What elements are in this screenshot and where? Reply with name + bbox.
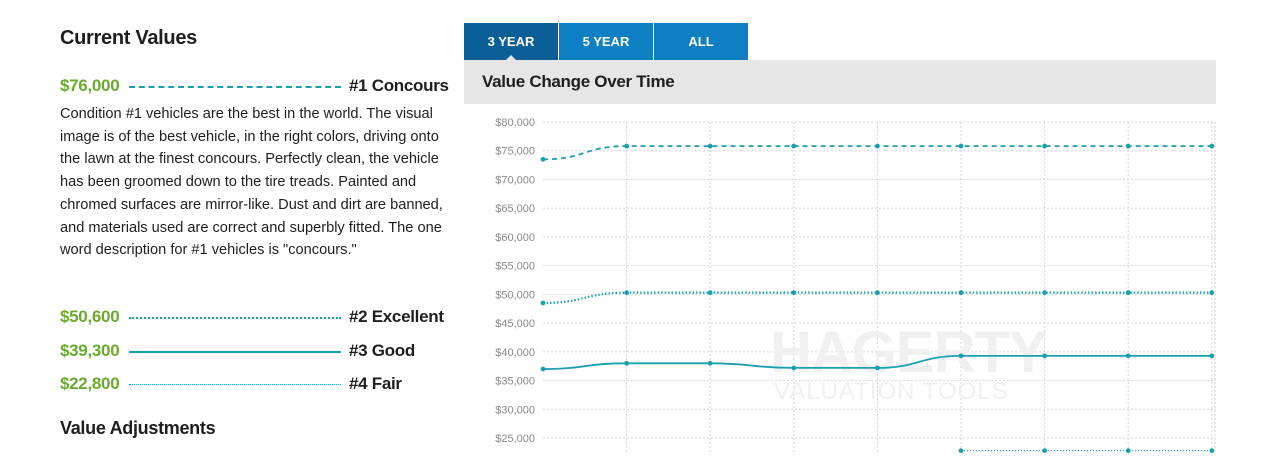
condition-description: Condition #1 vehicles are the best in th… (60, 106, 443, 259)
data-point[interactable] (875, 365, 880, 371)
condition-row-concours: $76,000 #1 Concours (60, 76, 450, 98)
data-point[interactable] (624, 360, 629, 366)
condition-row-excellent: $50,600 #2 Excellent (60, 307, 450, 329)
data-point[interactable] (791, 290, 797, 296)
legend-line-dashed (129, 86, 341, 88)
condition-label: #2 Excellent (349, 307, 444, 326)
data-point[interactable] (707, 290, 713, 296)
y-tick-label: $55,000 (495, 261, 535, 273)
tab-5-year[interactable]: 5 YEAR (559, 23, 653, 60)
data-point[interactable] (707, 143, 713, 149)
y-tick-label: $65,000 (495, 203, 535, 215)
condition-price: $39,300 (60, 341, 120, 360)
chart-header: Value Change Over Time (464, 60, 1216, 104)
series-line (542, 291, 1212, 305)
data-point[interactable] (1209, 290, 1215, 296)
chart-title: Value Change Over Time (482, 72, 675, 91)
data-point[interactable] (1042, 353, 1047, 359)
y-tick-label: $40,000 (495, 347, 535, 359)
data-point[interactable] (1042, 290, 1047, 296)
y-tick-label: $80,000 (495, 117, 535, 129)
watermark: HAGERTY VALUATION TOOLS (770, 320, 1048, 405)
y-tick-label: $45,000 (495, 318, 535, 330)
data-point[interactable] (791, 365, 797, 371)
data-point[interactable] (791, 143, 797, 149)
time-range-tabs: 3 YEAR 5 YEAR ALL (464, 23, 749, 61)
y-tick-label: $75,000 (495, 146, 535, 158)
data-point[interactable] (958, 290, 964, 296)
condition-label: #4 Fair (349, 374, 402, 393)
y-tick-label: $60,000 (495, 232, 535, 244)
data-point[interactable] (1209, 143, 1215, 149)
data-point[interactable] (1042, 448, 1047, 454)
condition-price: $50,600 (60, 307, 120, 326)
data-point[interactable] (1209, 448, 1215, 454)
legend-line-dotted (129, 317, 341, 319)
data-point[interactable] (540, 156, 546, 162)
data-point[interactable] (1125, 143, 1131, 149)
data-point[interactable] (875, 290, 880, 296)
condition-row-fair: $22,800 #4 Fair (60, 374, 450, 396)
data-point[interactable] (1209, 353, 1215, 359)
legend-line-solid (129, 351, 341, 353)
data-point[interactable] (624, 290, 629, 296)
data-point[interactable] (1125, 448, 1131, 454)
data-point[interactable] (1125, 290, 1131, 296)
watermark-subtitle: VALUATION TOOLS (774, 378, 1009, 405)
condition-row-good: $39,300 #3 Good (60, 341, 450, 363)
data-point[interactable] (540, 300, 546, 306)
y-tick-label: $25,000 (495, 433, 535, 445)
value-adjustments-title: Value Adjustments (60, 418, 216, 438)
y-tick-label: $50,000 (495, 289, 535, 301)
condition-price: $22,800 (60, 374, 120, 393)
value-chart-svg: HAGERTY VALUATION TOOLS $80,000 $75,000 $7… (495, 117, 1216, 455)
watermark-brand: HAGERTY (770, 320, 1047, 385)
y-tick-label: $30,000 (495, 404, 535, 416)
data-point[interactable] (624, 143, 629, 149)
data-point[interactable] (1125, 353, 1131, 359)
legend-line-thin-dotted (129, 384, 341, 385)
data-point[interactable] (958, 448, 964, 454)
data-point[interactable] (958, 143, 964, 149)
tab-all[interactable]: ALL (654, 23, 748, 60)
tab-3-year[interactable]: 3 YEAR (464, 23, 558, 61)
data-point[interactable] (958, 353, 964, 359)
data-point[interactable] (1042, 143, 1047, 149)
condition-label: #1 Concours (349, 76, 449, 95)
condition-price: $76,000 (60, 76, 120, 95)
value-chart: HAGERTY VALUATION TOOLS $80,000 $75,000 $7… (464, 104, 1216, 455)
condition-label: #3 Good (349, 341, 415, 360)
y-tick-label: $35,000 (495, 376, 535, 388)
data-point[interactable] (540, 366, 546, 372)
data-point[interactable] (875, 143, 880, 149)
current-values-title: Current Values (60, 27, 197, 49)
y-tick-label: $70,000 (495, 174, 535, 186)
data-point[interactable] (707, 360, 713, 366)
